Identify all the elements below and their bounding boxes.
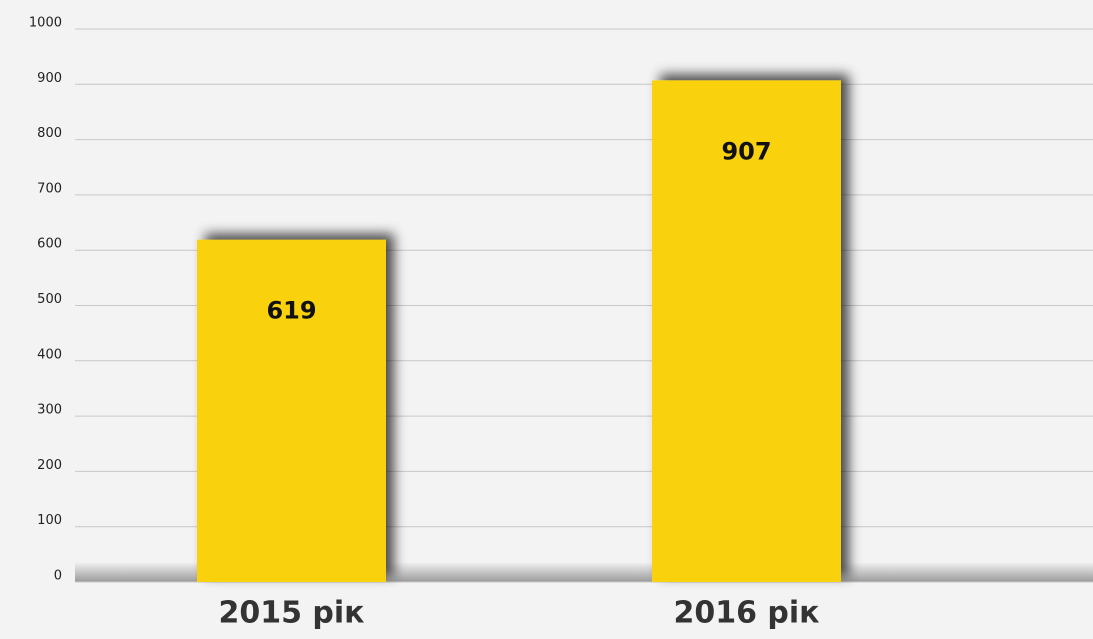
value-label: 907 — [721, 137, 771, 165]
y-tick-label: 400 — [37, 347, 62, 362]
y-tick-label: 600 — [37, 237, 62, 252]
bar — [652, 80, 841, 582]
x-tick-label: 2016 рік — [673, 596, 819, 631]
y-tick-label: 0 — [54, 569, 62, 584]
y-tick-label: 200 — [37, 458, 62, 473]
y-tick-label: 800 — [37, 126, 62, 141]
y-tick-label: 1000 — [29, 16, 62, 31]
bar — [197, 239, 386, 582]
y-tick-label: 300 — [37, 403, 62, 418]
y-tick-label: 100 — [37, 513, 62, 528]
y-tick-label: 700 — [37, 181, 62, 196]
value-label: 619 — [266, 297, 316, 325]
x-tick-label: 2015 рік — [218, 596, 364, 631]
y-tick-label: 500 — [37, 292, 62, 307]
y-tick-label: 900 — [37, 71, 62, 86]
